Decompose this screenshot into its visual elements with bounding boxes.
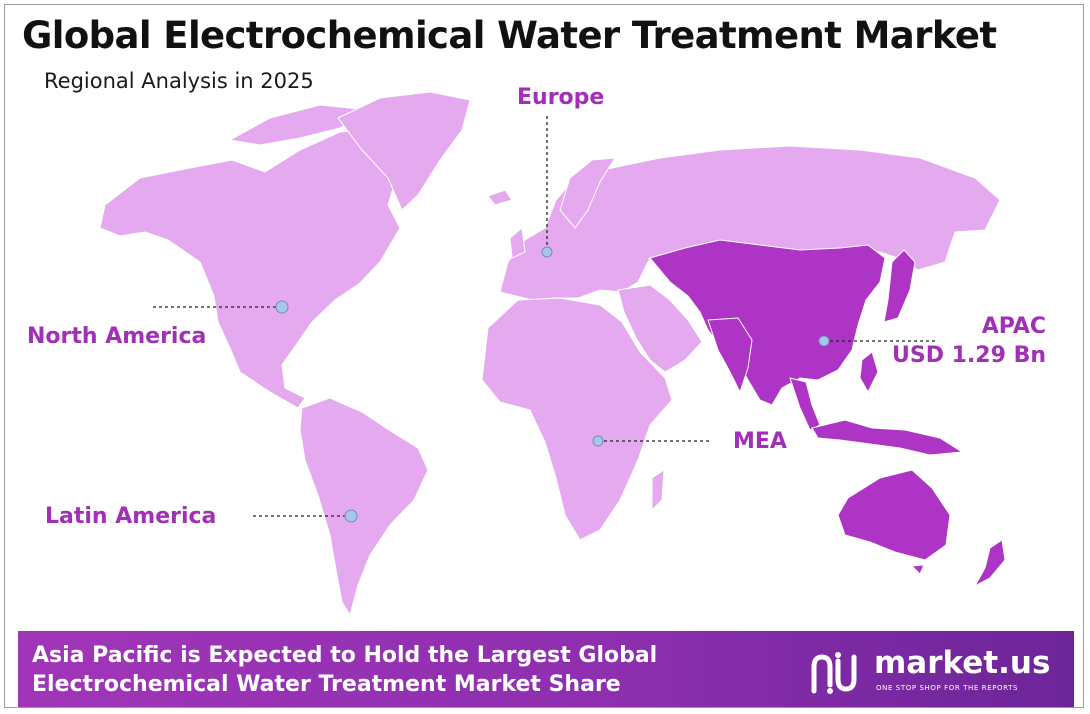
europe-marker (541, 246, 553, 258)
north-america-landmass (99, 127, 441, 409)
page-subtitle: Regional Analysis in 2025 (44, 69, 314, 93)
latin-america-label: Latin America (45, 504, 217, 529)
africa-landmass (481, 297, 673, 541)
tasmania-landmass (910, 564, 925, 575)
southeast-asia-landmass (789, 377, 821, 431)
south-america-landmass (299, 397, 429, 617)
new-zealand-landmass (973, 539, 1006, 588)
brand-name: market.us (874, 645, 1051, 681)
madagascar-landmass (651, 469, 665, 512)
page-title: Global Electrochemical Water Treatment M… (22, 14, 997, 57)
banner-headline: Asia Pacific is Expected to Hold the Lar… (32, 641, 657, 699)
north-america-label: North America (27, 324, 207, 349)
north-america-marker (275, 300, 289, 314)
footer-banner: Asia Pacific is Expected to Hold the Lar… (18, 631, 1074, 707)
apac-label: APAC USD 1.29 Bn (892, 312, 1046, 370)
apac-market-value: USD 1.29 Bn (892, 343, 1046, 368)
india-landmass (707, 317, 753, 394)
scandinavia-landmass (559, 157, 616, 229)
latin-america-marker (344, 509, 358, 523)
europe-label: Europe (517, 85, 605, 110)
mea-label: MEA (733, 429, 787, 454)
market-us-logo-icon (811, 652, 857, 694)
japan-landmass (883, 249, 916, 323)
apac-mainland-landmass (649, 239, 886, 406)
indonesia-landmass (811, 419, 964, 456)
apac-region-name: APAC (981, 314, 1046, 339)
brand-tagline: ONE STOP SHOP FOR THE REPORTS (876, 684, 1019, 692)
banner-line-2: Electrochemical Water Treatment Market S… (32, 672, 621, 697)
mea-marker (592, 435, 604, 447)
greenland-landmass (337, 91, 471, 211)
middle-east-landmass (617, 284, 703, 373)
british-isles-landmass (509, 227, 526, 259)
brand-logo: market.us ONE STOP SHOP FOR THE REPORTS (808, 645, 1050, 699)
australia-landmass (837, 469, 951, 561)
iceland-landmass (487, 189, 513, 206)
philippines-landmass (859, 351, 879, 394)
apac-marker (818, 335, 830, 347)
banner-line-1: Asia Pacific is Expected to Hold the Lar… (32, 643, 658, 668)
